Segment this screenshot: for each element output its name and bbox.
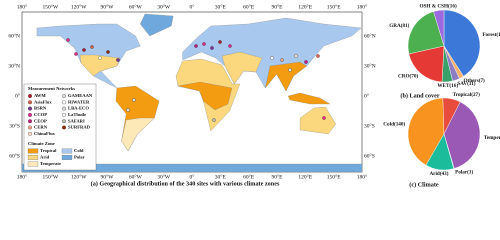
lon-label: 60°W — [129, 3, 143, 10]
legend-swatch — [61, 155, 73, 160]
slice-label: GRA(81) — [389, 22, 409, 29]
pie-slice — [443, 101, 481, 169]
lon-label: 90°W — [101, 3, 115, 10]
legend-marker — [62, 106, 66, 111]
lon-label: 120°E — [298, 3, 312, 10]
lat-label: 0° — [364, 92, 369, 99]
legend-label: ChinaFlux — [34, 131, 56, 136]
slice-label: Others(7) — [463, 77, 485, 84]
lon-label: 150°W — [43, 173, 59, 180]
slice-label: SAV(11) — [457, 80, 475, 87]
site-markers — [66, 38, 326, 122]
legend-label: SAFARI — [68, 118, 85, 123]
lon-label: 60°E — [243, 3, 255, 10]
lat-label: 30°S — [364, 122, 375, 129]
legend-marker — [28, 100, 32, 105]
legend-marker — [28, 94, 32, 98]
legend-label: Temperate — [40, 161, 61, 166]
lat-label: 60°S — [364, 152, 375, 159]
legend-label: Cold — [74, 148, 84, 153]
legend-label: AsiaFlux — [34, 99, 52, 104]
lon-label: 120°E — [298, 173, 312, 180]
lon-label: 30°E — [215, 173, 227, 180]
lat-label: 30°N — [8, 62, 20, 69]
legend-label: BSRN — [34, 106, 47, 111]
slice-label: Forest(139) — [482, 31, 500, 38]
lat-label: 60°N — [364, 32, 376, 39]
legend-label: LBA-ECO — [68, 106, 89, 111]
legend-label: Arid — [40, 155, 50, 160]
lon-label: 120°W — [71, 3, 87, 10]
lon-label: 90°E — [271, 173, 283, 180]
legend-label: HiWATER — [68, 99, 90, 104]
pie-title: (b) Land cover — [400, 92, 439, 99]
legend-swatch — [27, 161, 39, 167]
legend-marker — [62, 119, 66, 124]
legend-swatch — [27, 155, 39, 160]
pie-title: (c) Climate — [409, 181, 439, 188]
lat-label: 60°N — [8, 32, 20, 39]
legend-title: Climate Zone — [28, 141, 55, 146]
lon-label: 150°E — [327, 173, 341, 180]
slice-label: CRO(70) — [398, 73, 418, 80]
legend-label: Polar — [74, 155, 85, 160]
pie-slice — [425, 133, 454, 171]
legend-label: Tropical — [40, 148, 57, 153]
legend-swatch — [61, 148, 73, 154]
lon-label: 150°E — [327, 3, 341, 10]
lon-label: 30°W — [157, 173, 171, 180]
land — [21, 13, 363, 173]
lon-label: 180° — [17, 3, 27, 10]
lon-label: 90°W — [101, 173, 115, 180]
legend-swatch — [27, 148, 39, 154]
lon-label: 180° — [357, 3, 367, 10]
pie-slice — [433, 9, 445, 47]
slice-label: WET(16) — [437, 82, 458, 89]
lon-label: 180° — [357, 173, 367, 180]
lat-label: 60°S — [9, 152, 20, 159]
legend-label: LaThuile — [68, 112, 86, 117]
legend-title: Measurement Networks — [28, 86, 75, 91]
legend-label: SURFRAD — [68, 125, 91, 130]
lon-label: 180° — [17, 173, 27, 180]
slice-label: Tropical(27) — [453, 91, 480, 98]
figure: (a) Geographical distribution of the 340… — [8, 3, 500, 189]
slice-label: Arid(43) — [429, 170, 448, 177]
lon-label: 90°E — [271, 3, 283, 10]
pie-slice — [407, 97, 445, 166]
legend-marker — [62, 112, 66, 117]
lon-label: 30°W — [157, 3, 171, 10]
lat-label: 30°N — [364, 62, 376, 69]
slice-label: Cold(140) — [383, 120, 405, 127]
legend-marker — [62, 94, 66, 98]
legend-marker — [28, 106, 32, 111]
lon-label: 60°W — [129, 173, 143, 180]
map-caption: (a) Geographical distribution of the 340… — [91, 180, 280, 187]
lon-label: 0° — [190, 173, 195, 180]
slice-label: Temperate(129) — [484, 134, 500, 141]
slice-label: OSH & CSH(16) — [420, 3, 457, 10]
legend-label: AWM — [34, 93, 46, 98]
lon-label: 30°E — [215, 3, 227, 10]
legend-marker — [62, 125, 66, 130]
lon-label: 150°W — [43, 3, 59, 10]
legend-marker — [62, 100, 66, 105]
legend-marker — [28, 131, 32, 136]
page: {"map": { "caption": "(a) Geographical d… — [8, 2, 500, 189]
legend-marker — [28, 112, 32, 117]
legend-marker — [28, 125, 32, 130]
legend-label: GAMEAAN — [68, 93, 93, 98]
pie-slice — [408, 45, 445, 83]
lon-label: 120°W — [71, 173, 87, 180]
legend-label: CERN — [34, 125, 48, 130]
legend-label: CCOP — [34, 112, 47, 117]
lat-label: 0° — [15, 92, 20, 99]
lon-label: 60°E — [243, 173, 255, 180]
slice-label: Polar(1) — [455, 169, 473, 176]
pie-slice — [407, 11, 445, 55]
lat-label: 30°S — [9, 122, 20, 129]
legend-marker — [28, 119, 32, 124]
lon-label: 0° — [190, 3, 195, 10]
legend-label: CEOP — [34, 118, 47, 123]
